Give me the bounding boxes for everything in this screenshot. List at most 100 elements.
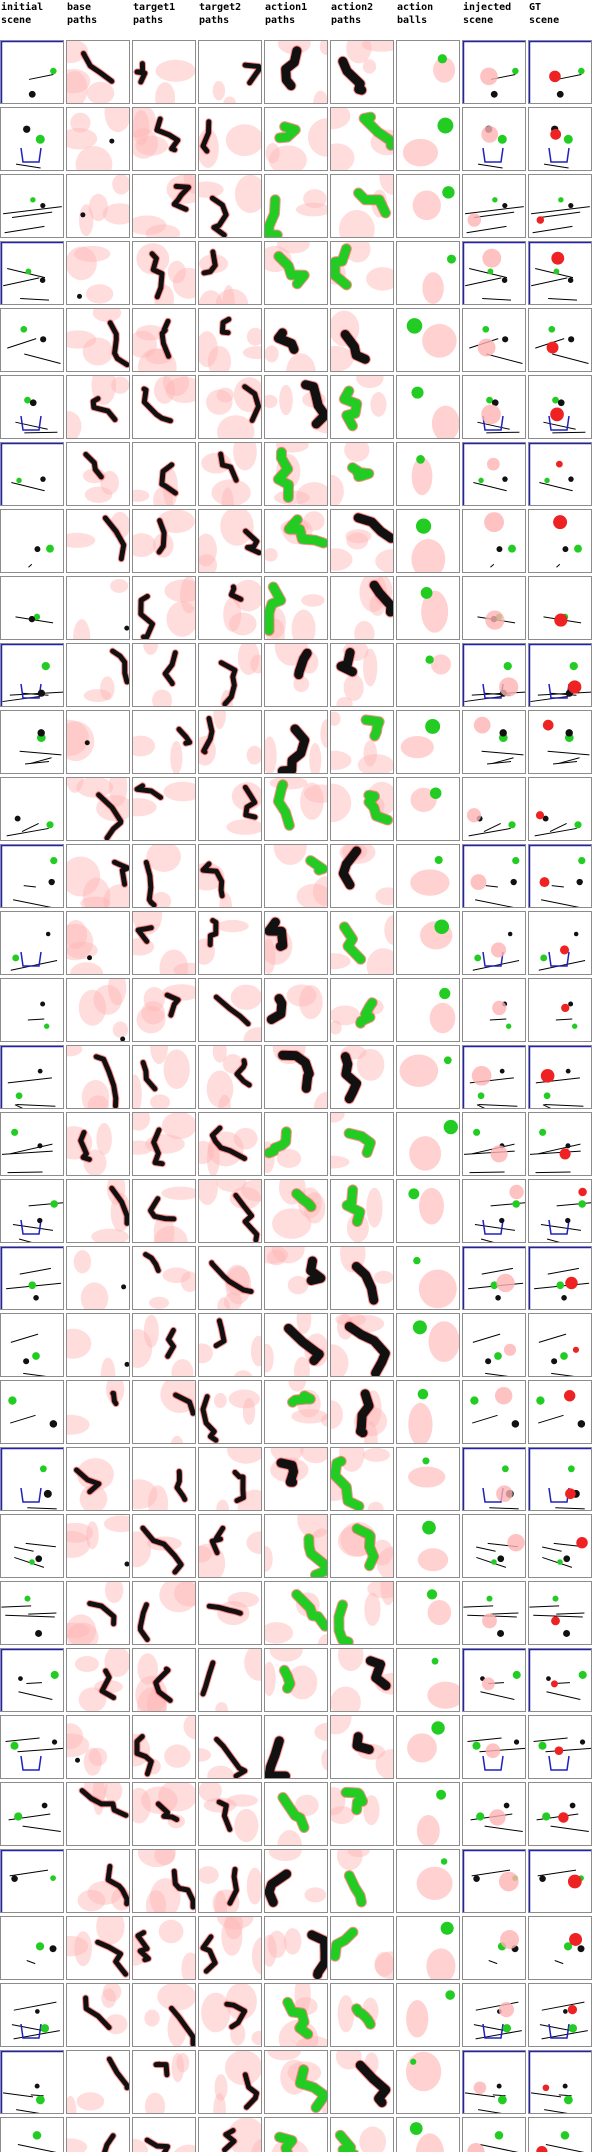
panel-r11-c9 (528, 710, 592, 774)
panel-r2-c9 (528, 107, 592, 171)
panel-drawing (133, 781, 195, 817)
panel-drawing (489, 1000, 512, 1029)
panel-r12-c2 (66, 777, 130, 841)
panel-r19-c4 (198, 1246, 262, 1310)
panel-r11-c7 (396, 710, 460, 774)
panel-r14-c4 (198, 911, 262, 975)
panel-drawing (1, 41, 63, 103)
panel-r12-c5 (264, 777, 328, 841)
panel-r24-c9 (528, 1581, 592, 1645)
panel-drawing (133, 1113, 195, 1168)
panel-drawing (529, 41, 591, 103)
panel-drawing (277, 41, 327, 103)
panel-drawing (14, 1542, 56, 1568)
panel-r25-c7 (396, 1648, 460, 1712)
panel-drawing (136, 984, 195, 1034)
panel-r31-c1 (0, 2050, 64, 2114)
panel-r12-c9 (528, 777, 592, 841)
panel-drawing (67, 1723, 108, 1776)
panel-drawing (408, 1388, 433, 1443)
panel-r26-c5 (264, 1715, 328, 1779)
panel-drawing (133, 1468, 189, 1510)
panel-drawing (335, 2051, 392, 2109)
panel-drawing (199, 315, 261, 371)
panel-drawing (73, 578, 129, 639)
panel-r31-c4 (198, 2050, 262, 2114)
panel-drawing (67, 1046, 120, 1108)
panel-drawing (542, 719, 590, 765)
panel-r17-c5 (264, 1112, 328, 1176)
panel-drawing (463, 1046, 525, 1108)
panel-drawing (469, 325, 523, 365)
panel-r20-c8 (462, 1313, 526, 1377)
panel-r10-c6 (330, 643, 394, 707)
panel-r6-c4 (198, 375, 262, 439)
panel-r5-c8 (462, 308, 526, 372)
panel-r22-c3 (132, 1447, 196, 1511)
panel-r27-c7 (396, 1782, 460, 1846)
panel-drawing (274, 644, 319, 693)
panel-drawing (133, 1314, 194, 1376)
panel-r28-c2 (66, 1849, 130, 1913)
panel-r29-c2 (66, 1916, 130, 1980)
panel-drawing (331, 1786, 380, 1826)
column-header-5: action1 paths (265, 2, 308, 26)
panel-drawing (336, 1850, 370, 1908)
panel-drawing (406, 318, 457, 358)
panel-drawing (144, 1984, 195, 2046)
panel-r19-c3 (132, 1246, 196, 1310)
panel-r18-c6 (330, 1179, 394, 1243)
panel-r17-c7 (396, 1112, 460, 1176)
panel-r20-c2 (66, 1313, 130, 1377)
panel-r23-c1 (0, 1514, 64, 1578)
panel-r11-c5 (264, 710, 328, 774)
panel-r30-c9 (528, 1983, 592, 2047)
panel-drawing (1, 443, 63, 505)
panel-drawing (536, 1802, 589, 1833)
panel-r14-c2 (66, 911, 130, 975)
panel-drawing (410, 787, 442, 812)
panel-drawing (199, 711, 261, 766)
panel-r16-c7 (396, 1045, 460, 1109)
panel-r19-c9 (528, 1246, 592, 1310)
panel-drawing (15, 613, 54, 624)
panel-drawing (265, 1722, 327, 1778)
panel-drawing (265, 984, 323, 1025)
panel-r1-c6 (330, 40, 394, 104)
panel-r13-c9 (528, 844, 592, 908)
panel-drawing (265, 189, 327, 237)
panel-r28-c1 (0, 1849, 64, 1913)
panel-r10-c3 (132, 643, 196, 707)
panel-drawing (265, 581, 325, 639)
panel-r6-c5 (264, 375, 328, 439)
panel-drawing (8, 1396, 58, 1428)
panel-r7-c8 (462, 442, 526, 506)
panel-r28-c5 (264, 1849, 328, 1913)
panel-drawing (1, 1595, 57, 1637)
panel-drawing (554, 1932, 585, 1965)
panel-r13-c8 (462, 844, 526, 908)
panel-r31-c7 (396, 2050, 460, 2114)
panel-r27-c5 (264, 1782, 328, 1846)
panel-drawing (488, 1929, 520, 1965)
panel-drawing (331, 914, 393, 974)
column-header-1: initial scene (1, 2, 44, 26)
panel-drawing (199, 860, 232, 907)
panel-r13-c1 (0, 844, 64, 908)
panel-r25-c9 (528, 1648, 592, 1712)
panel-drawing (212, 984, 261, 1041)
panel-drawing (199, 917, 249, 965)
panel-r32-c1 (0, 2117, 64, 2152)
panel-drawing (67, 920, 104, 974)
panel-drawing (226, 782, 261, 835)
panel-drawing (265, 1314, 327, 1376)
panel-r19-c8 (462, 1246, 526, 1310)
panel-r6-c6 (330, 375, 394, 439)
panel-r10-c2 (66, 643, 130, 707)
panel-drawing (540, 1187, 591, 1242)
panel-r12-c4 (198, 777, 262, 841)
panel-drawing (463, 1595, 519, 1637)
panel-drawing (405, 2051, 442, 2092)
panel-drawing (11, 2001, 60, 2040)
panel-drawing (67, 2132, 117, 2152)
